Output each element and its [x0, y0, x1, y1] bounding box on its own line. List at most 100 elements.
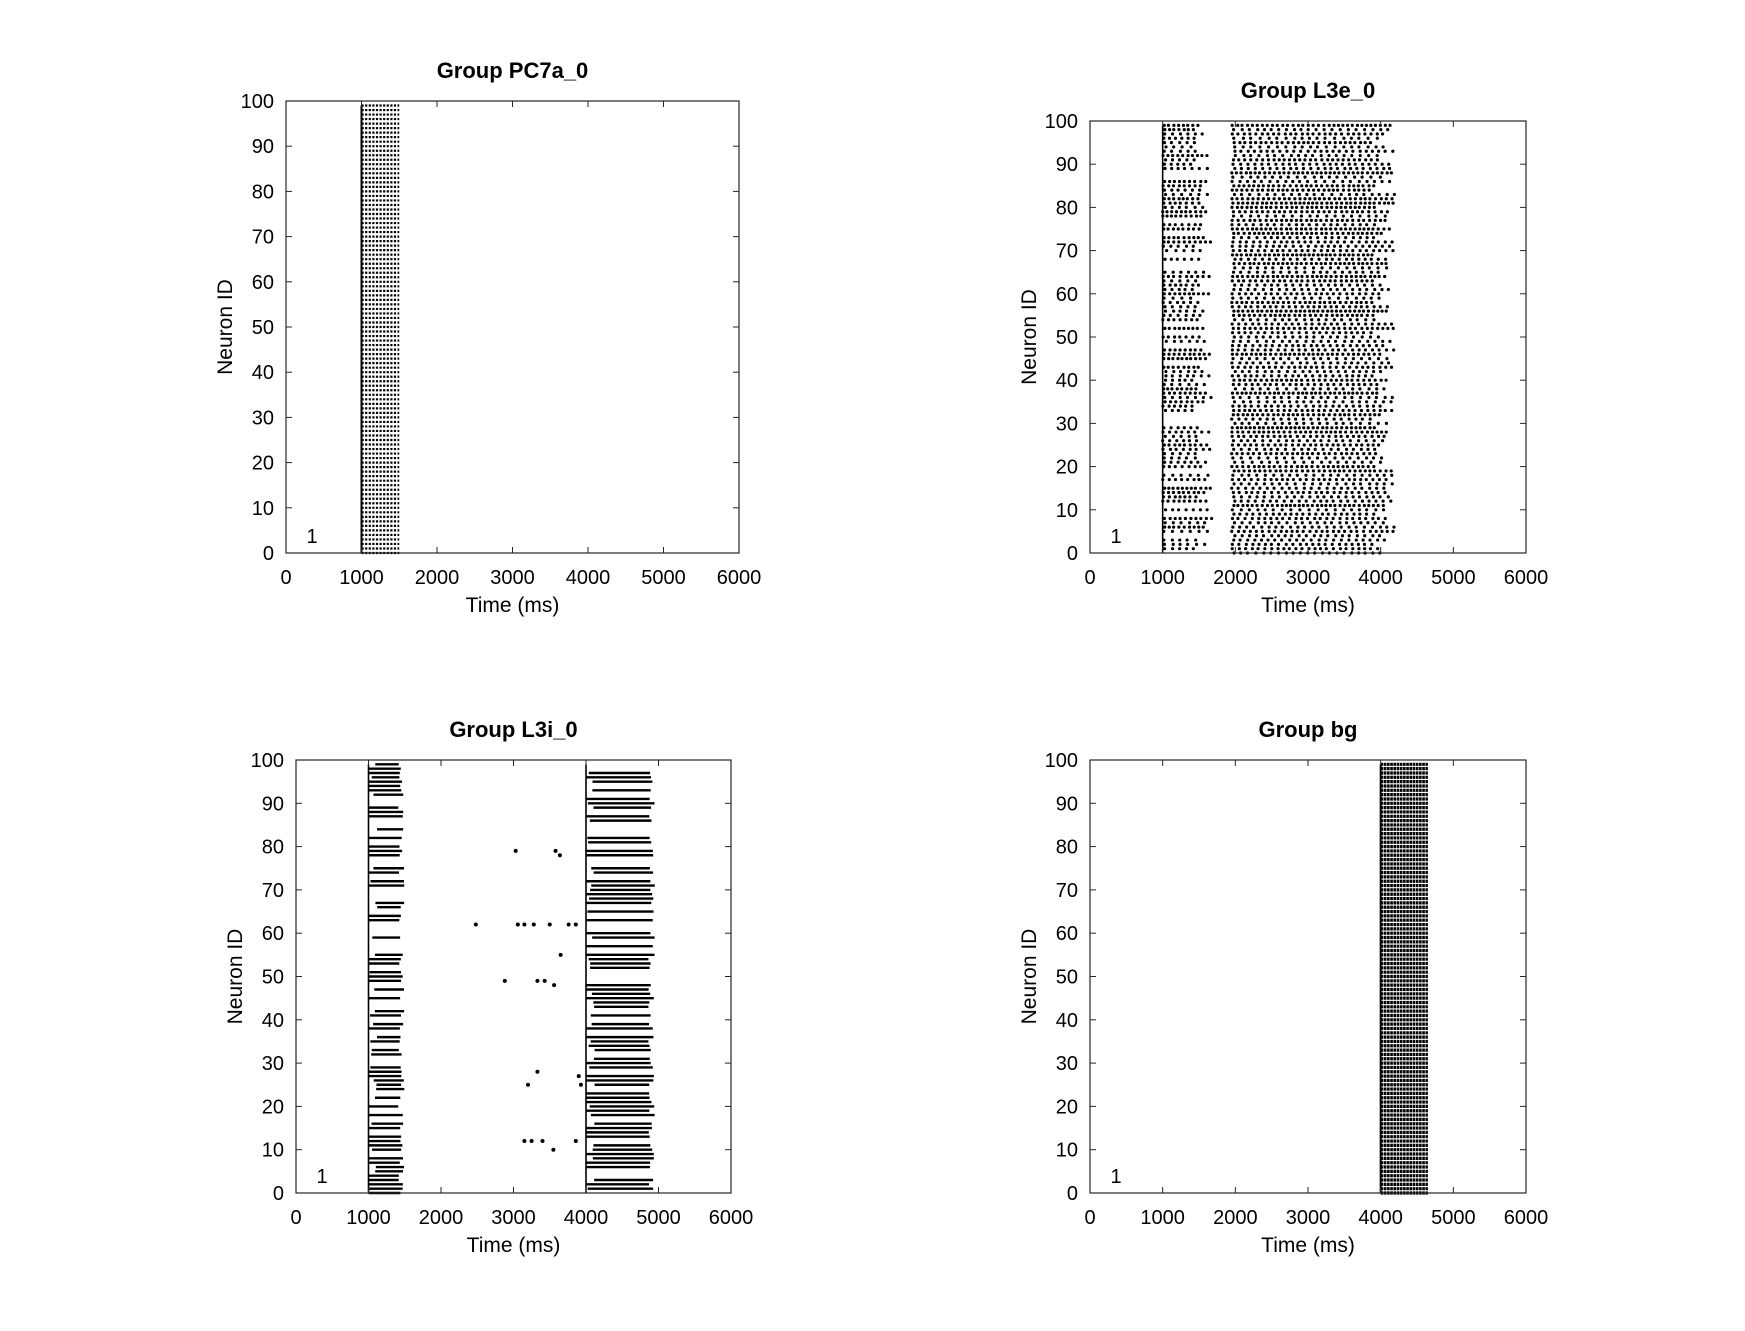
spike-dot	[1348, 439, 1352, 443]
y-tick-label: 30	[252, 407, 274, 429]
spike-dot	[1178, 443, 1182, 447]
spike-dot	[1340, 218, 1344, 222]
raster-plot-0: 0 1000 2000 3000 4000 5000 6000010203040506070…	[214, 58, 761, 617]
spike-dot	[1379, 231, 1383, 235]
spike-dot	[1276, 292, 1280, 296]
spike-dot	[1342, 413, 1347, 417]
spike-dot	[1286, 175, 1290, 179]
spike-dot	[1344, 227, 1348, 231]
spike-dot	[1329, 408, 1333, 413]
spike-dot	[1372, 408, 1376, 413]
spike-dot	[1358, 214, 1362, 218]
spike-dot	[1269, 521, 1274, 525]
spike-dot	[1163, 508, 1168, 512]
spike-dot	[1230, 542, 1234, 546]
spike-dot	[1172, 179, 1177, 184]
spike-dot	[1204, 486, 1208, 490]
spike-dot	[1315, 369, 1319, 374]
spike-dot	[1193, 205, 1197, 209]
spike-dot	[1361, 529, 1366, 534]
spike-dot	[1176, 244, 1180, 248]
y-axis-label: Neuron ID	[224, 929, 247, 1025]
spike-dot	[1364, 300, 1368, 305]
spike-dot	[1261, 443, 1265, 447]
spike-dot	[1256, 521, 1260, 525]
spike-dot	[1196, 123, 1200, 127]
spike-dot	[1288, 382, 1292, 387]
spike-dot	[1190, 274, 1194, 279]
spike-dot	[1281, 516, 1285, 521]
spike-dot	[1193, 443, 1197, 447]
spike-dot	[1258, 240, 1262, 244]
spike-dot	[1335, 223, 1339, 227]
spike-dot	[1198, 499, 1203, 503]
spike-dot	[1261, 335, 1265, 339]
spike-dot	[1182, 240, 1186, 244]
spike-dot	[1333, 279, 1337, 283]
spike-dot	[1279, 270, 1283, 274]
spike-dot	[1367, 210, 1371, 214]
spike-dot	[1290, 322, 1294, 326]
spike-dot	[1185, 395, 1190, 400]
spike-dot	[1330, 128, 1334, 132]
spike-dot	[1261, 166, 1265, 171]
spike-dot	[1288, 434, 1293, 438]
spike-dot	[1329, 447, 1333, 451]
spike-dot	[1237, 408, 1241, 413]
spike-dot	[1232, 447, 1236, 451]
spike-dot	[1287, 197, 1291, 201]
spike-dot	[1281, 153, 1285, 158]
spike-dot	[1333, 210, 1338, 214]
spike-dot	[1164, 369, 1168, 374]
spike-dot	[1350, 257, 1355, 261]
spike-dot	[1280, 538, 1284, 542]
spike-dot	[1176, 227, 1180, 231]
spike-dot	[1285, 521, 1289, 525]
spike-dot	[1276, 404, 1280, 408]
spike-dot	[1258, 136, 1262, 140]
spike-dot	[1350, 240, 1354, 244]
spike-dot	[1310, 274, 1315, 279]
spike-dot	[1236, 132, 1240, 136]
spike-dot	[1296, 490, 1300, 495]
spike-dot	[1382, 201, 1387, 205]
spike-dot	[1284, 460, 1288, 464]
spike-dot	[1281, 188, 1285, 192]
spike-dot	[1370, 348, 1375, 352]
spike-dot	[1299, 430, 1303, 434]
spike-dot	[1318, 300, 1322, 305]
spike-dot	[1230, 508, 1234, 512]
spike-dot	[1270, 175, 1275, 179]
spike-dot	[1380, 361, 1384, 365]
spike-dot	[1275, 516, 1279, 521]
spike-dot	[1257, 456, 1261, 460]
spike-dot	[1246, 309, 1250, 313]
spike-dot	[1329, 287, 1333, 292]
spike-dot	[1307, 512, 1311, 516]
spike-dot	[1254, 279, 1258, 283]
spike-dot	[1291, 439, 1295, 443]
spike-dot	[1362, 128, 1367, 132]
x-tick-label: 4000	[1358, 567, 1403, 589]
spike-dot	[1236, 348, 1240, 352]
spike-dot	[1371, 313, 1375, 317]
spike-dot	[1335, 352, 1339, 356]
spike-dot	[1300, 469, 1305, 473]
spike-dot	[1360, 335, 1364, 339]
spike-dot	[1298, 361, 1303, 365]
spike-dot	[1300, 145, 1304, 149]
spike-dot	[1288, 339, 1292, 343]
spike-dot	[1363, 547, 1367, 551]
spike-dot	[1345, 378, 1349, 382]
spike-dot	[1188, 339, 1192, 343]
spike-dot	[1311, 352, 1315, 356]
spike-dot	[1284, 426, 1288, 430]
spike-dot	[1324, 318, 1328, 322]
spike-dot	[1170, 378, 1175, 382]
spike-dot	[1374, 508, 1378, 512]
spike-dot	[1338, 253, 1342, 257]
spike-dot	[1376, 443, 1381, 447]
spike-dot	[1360, 313, 1364, 317]
spike-dot	[1339, 382, 1343, 387]
spike-dot	[1268, 499, 1272, 503]
